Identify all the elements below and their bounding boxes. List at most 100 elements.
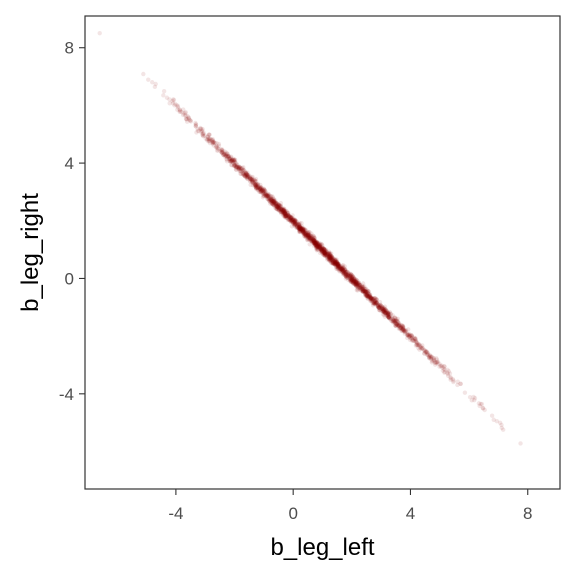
data-point: [250, 180, 256, 186]
data-point: [438, 364, 444, 369]
data-point: [378, 307, 383, 312]
data-point: [200, 131, 205, 136]
data-point: [282, 210, 288, 215]
data-point: [262, 193, 267, 199]
data-point: [338, 268, 343, 273]
data-point: [419, 346, 424, 351]
data-point: [431, 357, 436, 362]
data-point: [240, 172, 246, 177]
data-point: [489, 413, 495, 418]
data-point: [329, 254, 335, 259]
data-point: [329, 256, 334, 261]
data-point: [427, 354, 432, 359]
data-point: [366, 294, 371, 299]
data-point: [324, 252, 329, 257]
data-point: [312, 242, 317, 247]
data-point: [322, 247, 327, 252]
data-point: [335, 264, 341, 269]
data-point: [321, 251, 327, 256]
data-point: [229, 162, 234, 167]
data-point: [364, 289, 369, 294]
data-point: [340, 268, 346, 273]
data-point: [423, 348, 429, 354]
data-point: [268, 196, 273, 201]
data-point: [199, 128, 204, 134]
data-point: [298, 225, 304, 231]
data-point: [433, 360, 439, 366]
data-point: [310, 237, 316, 242]
data-point: [350, 275, 356, 281]
data-point: [356, 281, 362, 287]
data-point: [383, 307, 388, 312]
data-point: [339, 265, 344, 271]
data-point: [365, 294, 370, 299]
data-point: [231, 157, 236, 163]
data-point: [214, 148, 220, 153]
data-point: [357, 286, 363, 292]
data-point: [332, 260, 338, 265]
data-point: [249, 177, 254, 182]
data-point: [292, 219, 297, 224]
data-point: [358, 285, 363, 291]
data-point: [326, 249, 332, 254]
data-point: [362, 291, 368, 296]
data-point: [420, 346, 425, 351]
data-point: [424, 352, 430, 357]
data-point: [255, 182, 260, 187]
data-point: [303, 227, 308, 233]
data-point: [307, 233, 313, 238]
data-point: [337, 264, 342, 270]
data-point: [243, 170, 248, 175]
data-point: [379, 306, 385, 311]
data-point: [286, 217, 292, 222]
data-point: [336, 263, 341, 269]
data-point: [237, 164, 242, 169]
data-point: [422, 349, 427, 354]
data-point: [262, 192, 267, 197]
data-point: [392, 315, 398, 320]
data-point: [272, 205, 278, 210]
data-point: [347, 276, 353, 281]
data-point: [387, 315, 392, 321]
data-point: [322, 250, 327, 256]
data-point: [401, 325, 406, 330]
data-point: [410, 337, 415, 342]
data-point: [292, 222, 297, 227]
data-point: [499, 425, 504, 431]
data-point: [313, 240, 318, 246]
data-point: [384, 313, 390, 318]
data-point: [281, 207, 286, 213]
data-point: [259, 188, 264, 194]
data-point: [258, 186, 263, 191]
data-point: [336, 265, 341, 270]
data-point: [282, 213, 288, 219]
data-point: [381, 306, 386, 312]
data-point: [307, 235, 312, 241]
data-point: [167, 101, 172, 106]
data-point: [207, 132, 212, 137]
data-point: [297, 225, 302, 230]
data-point: [353, 279, 358, 284]
data-point: [451, 379, 456, 385]
data-point: [312, 236, 317, 241]
data-point: [266, 196, 271, 201]
data-point: [288, 214, 293, 220]
data-point: [312, 238, 317, 244]
data-point: [394, 317, 399, 322]
data-point: [204, 138, 210, 143]
data-point: [424, 349, 430, 355]
data-point: [301, 230, 306, 236]
data-point: [326, 256, 331, 262]
data-point: [302, 231, 308, 237]
data-point: [518, 441, 523, 446]
data-point: [334, 259, 340, 265]
data-point: [219, 147, 225, 152]
data-point: [268, 194, 274, 199]
data-point: [391, 319, 397, 324]
data-point: [224, 151, 230, 156]
data-point: [273, 200, 278, 205]
data-point: [308, 237, 313, 242]
data-point: [391, 317, 396, 323]
data-point: [336, 263, 341, 269]
